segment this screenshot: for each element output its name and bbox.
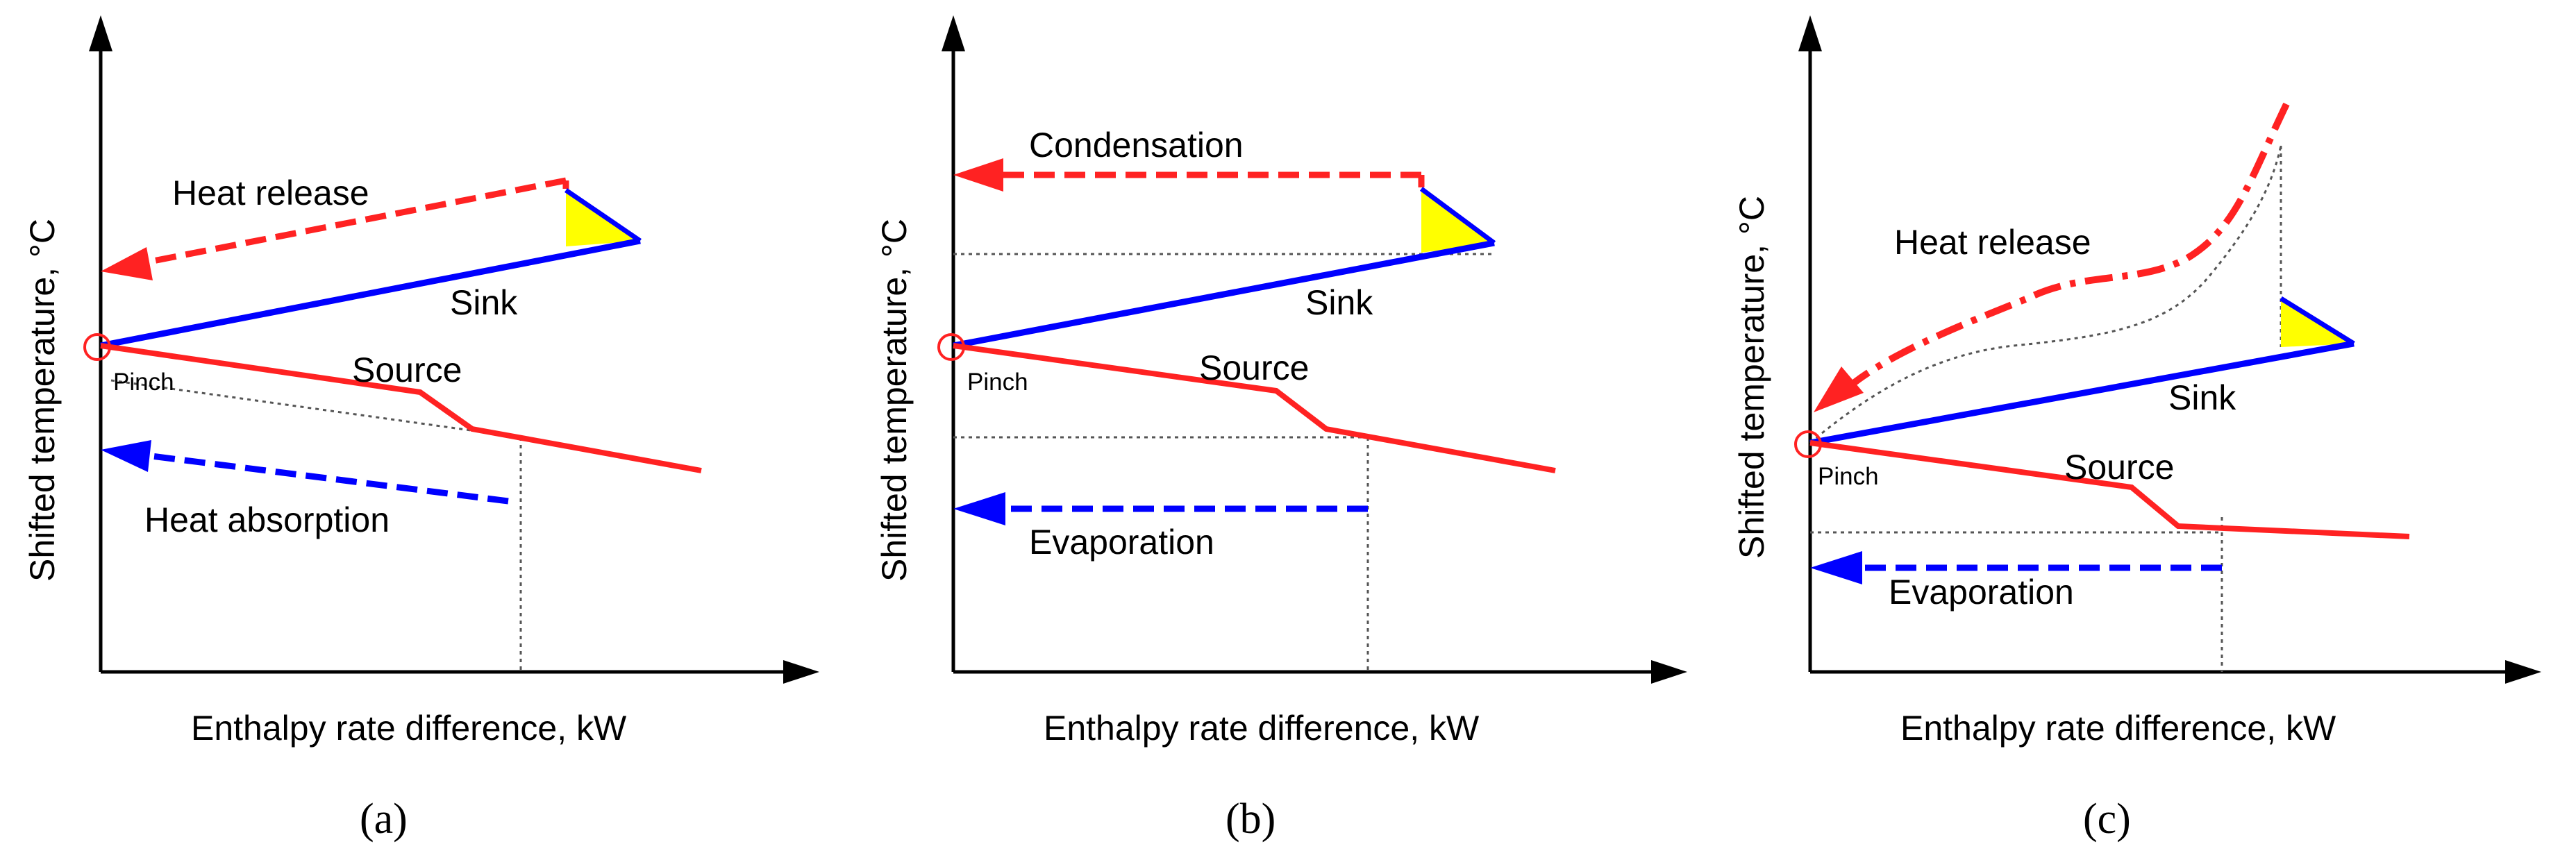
panel-a-heat-release-arrowhead-icon [101, 247, 153, 280]
panel-c-guide-curve [1809, 145, 2282, 444]
panel-b-evaporation-arrowhead-icon [953, 492, 1005, 525]
panel-b-x-axis-arrow-icon [1651, 660, 1687, 684]
panel-a-triangle-edge [564, 188, 642, 243]
panel-a-pinch-marker [83, 333, 111, 361]
panel-b: Condensation Sink Source Pinch Evaporati… [875, 15, 1687, 843]
panel-c-source-curve [1809, 440, 2410, 539]
panel-c-evaporation-label: Evaporation [1889, 573, 2074, 612]
panel-c-pinch-label: Pinch [1818, 463, 1879, 490]
panel-a-source-label: Source [352, 351, 462, 389]
panel-c-source-label: Source [2064, 448, 2174, 487]
panel-c-heat-release-label: Heat release [1894, 223, 2091, 262]
panel-a-pinch-label: Pinch [113, 369, 174, 396]
panel-b-source-label: Source [1199, 348, 1309, 387]
panel-c-heat-release-arrow [1846, 102, 2290, 390]
panel-c-heat-release-arrowhead-icon [1814, 366, 1864, 412]
panel-c-triangle-edge [2280, 296, 2355, 346]
panel-b-condensation-arrowhead-icon [953, 158, 1003, 192]
panel-c-caption: (c) [2083, 795, 2131, 843]
panel-a-x-axis-label: Enthalpy rate difference, kW [191, 709, 627, 748]
panel-b-x-axis-label: Enthalpy rate difference, kW [1044, 709, 1480, 748]
panel-a-heat-release-arrow [145, 177, 567, 266]
panel-a-sink-curve [100, 237, 641, 349]
panel-c-evaporation-arrowhead-icon [1810, 551, 1862, 584]
panel-c-sink-curve [1809, 340, 2355, 446]
panel-b-pinch-marker [937, 333, 965, 361]
panel-a-y-axis-arrow-icon [89, 15, 112, 51]
panel-a-y-axis-label: Shifted temperature, °C [23, 219, 62, 582]
panel-a-caption: (a) [360, 795, 408, 843]
panel-b-source-curve [953, 343, 1556, 473]
panel-a-heat-absorption-label: Heat absorption [144, 500, 390, 539]
panel-c-x-axis-arrow-icon [2505, 660, 2541, 684]
panel-a-heat-absorption-arrow [145, 452, 509, 505]
panel-c-y-axis-arrow-icon [1798, 15, 1822, 51]
panel-b-y-axis-label: Shifted temperature, °C [875, 219, 914, 582]
panel-b-pinch-label: Pinch [967, 369, 1028, 396]
panel-a-guide-source [110, 379, 521, 439]
panel-a-heat-release-label: Heat release [172, 174, 369, 212]
panel-b-y-axis-arrow-icon [942, 15, 965, 51]
panel-c-sink-label: Sink [2168, 378, 2236, 417]
panel-b-sink-label: Sink [1305, 283, 1373, 322]
panel-c-x-axis-label: Enthalpy rate difference, kW [1900, 709, 2336, 748]
panel-c-pinch-marker [1794, 430, 1822, 458]
panel-c: Heat release Sink Source Pinch Evaporati… [1732, 15, 2541, 843]
panel-c-y-axis-label: Shifted temperature, °C [1732, 196, 1771, 559]
panel-a: Heat release Sink Source Pinch Heat abso… [23, 15, 819, 843]
panel-b-condensation-label: Condensation [1029, 126, 1244, 165]
panel-a-x-axis-arrow-icon [783, 660, 819, 684]
panel-b-sink-curve [953, 239, 1495, 349]
panel-a-source-curve [100, 343, 702, 473]
panel-a-sink-label: Sink [450, 283, 518, 322]
panel-b-triangle-edge [1419, 187, 1496, 245]
panel-b-evaporation-label: Evaporation [1029, 523, 1214, 562]
panel-b-caption: (b) [1226, 795, 1276, 843]
panel-a-heat-absorption-arrowhead-icon [101, 440, 151, 472]
